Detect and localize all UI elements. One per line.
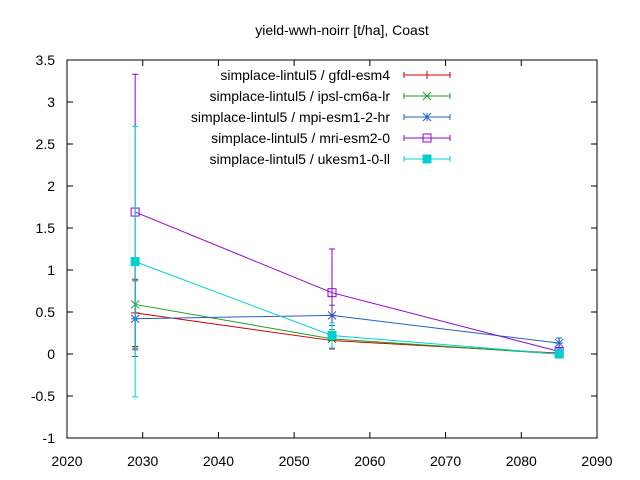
y-tick-label-2: 0	[47, 346, 55, 362]
x-tick-label-3: 2050	[279, 453, 310, 469]
x-tick-label-2: 2040	[203, 453, 234, 469]
legend-label-3: simplace-lintul5 / mri-esm2-0	[211, 130, 390, 146]
y-tick-label-7: 2.5	[36, 136, 56, 152]
series-2-point-2	[554, 338, 564, 348]
plot-axes: 2020 2030 2040 2050 2060 2070 2080 2090 -1 -0.5 0 0…	[31, 52, 613, 469]
legend: simplace-lintul5 / gfdl-esm4 simplace-lin…	[191, 67, 451, 167]
legend-marker-2	[422, 112, 432, 122]
legend-marker-3	[422, 133, 432, 143]
series-4-point-1	[327, 331, 337, 341]
legend-marker-1	[422, 91, 432, 101]
series-4-point-2	[554, 349, 564, 359]
legend-entry-1: simplace-lintul5 / ipsl-cm6a-lr	[210, 88, 451, 104]
y-tick-label-5: 1.5	[36, 220, 56, 236]
x-tick-label-0: 2020	[51, 453, 82, 469]
y-tick-label-0: -1	[43, 430, 56, 446]
chart-title: yield-wwh-noirr [t/ha], Coast	[255, 22, 429, 38]
y-tick-label-6: 2	[47, 178, 55, 194]
series-3-point-1	[327, 288, 337, 298]
plot-frame	[66, 59, 598, 439]
series-4	[130, 125, 564, 398]
legend-label-0: simplace-lintul5 / gfdl-esm4	[220, 67, 390, 83]
series-2	[130, 280, 564, 358]
x-tick-label-4: 2060	[354, 453, 385, 469]
series-0-line	[135, 312, 560, 354]
legend-label-4: simplace-lintul5 / ukesm1-0-ll	[209, 151, 390, 167]
legend-entry-2: simplace-lintul5 / mpi-esm1-2-hr	[191, 109, 451, 125]
series-1-line	[135, 303, 560, 355]
x-tick-label-6: 2080	[506, 453, 537, 469]
series-2-line	[135, 314, 560, 344]
legend-entry-4: simplace-lintul5 / ukesm1-0-ll	[209, 151, 451, 167]
series-layer	[130, 73, 564, 398]
y-tick-label-4: 1	[47, 262, 55, 278]
x-tick-label-5: 2070	[430, 453, 461, 469]
y-tick-label-8: 3	[47, 94, 55, 110]
y-tick-label-1: -0.5	[31, 388, 55, 404]
series-3-line	[134, 211, 560, 352]
x-tick-label-1: 2030	[127, 453, 158, 469]
legend-marker-0	[423, 71, 431, 79]
series-0	[131, 278, 564, 358]
legend-marker-4	[422, 154, 432, 164]
x-tick-label-7: 2090	[581, 453, 612, 469]
legend-entry-3: simplace-lintul5 / mri-esm2-0	[211, 130, 451, 146]
y-tick-label-9: 3.5	[36, 52, 56, 68]
series-4-point-0	[130, 257, 140, 267]
legend-label-1: simplace-lintul5 / ipsl-cm6a-lr	[210, 88, 391, 104]
y-tick-label-3: 0.5	[36, 304, 56, 320]
legend-entry-0: simplace-lintul5 / gfdl-esm4	[220, 67, 451, 83]
series-1	[130, 260, 564, 359]
legend-swatch-3	[403, 135, 451, 141]
legend-label-2: simplace-lintul5 / mpi-esm1-2-hr	[191, 109, 391, 125]
